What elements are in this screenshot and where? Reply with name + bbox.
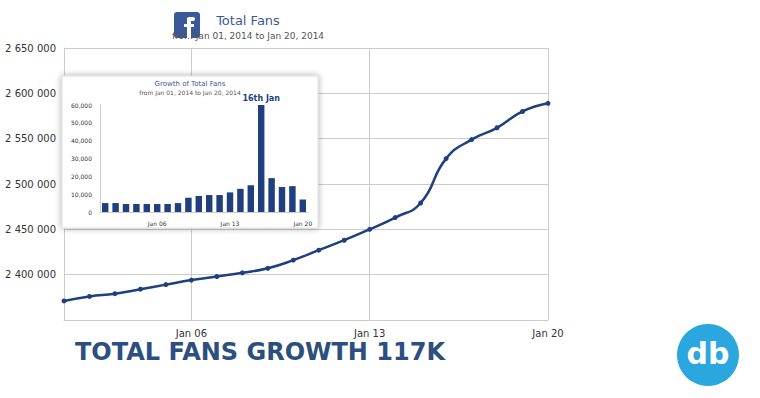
svg-text:2 600 000: 2 600 000	[5, 88, 56, 99]
svg-text:2 450 000: 2 450 000	[5, 224, 56, 235]
svg-text:2 550 000: 2 550 000	[5, 133, 56, 144]
svg-text:2 500 000: 2 500 000	[5, 179, 56, 190]
svg-text:2 650 000: 2 650 000	[5, 43, 56, 54]
svg-text:db: db	[687, 336, 730, 371]
svg-text:Jan 13: Jan 13	[353, 328, 385, 339]
svg-text:50,000: 50,000	[71, 119, 92, 126]
svg-text:16th Jan: 16th Jan	[242, 94, 280, 103]
svg-text:20,000: 20,000	[71, 173, 92, 180]
svg-text:Jan 20: Jan 20	[292, 220, 312, 228]
svg-text:60,000: 60,000	[71, 102, 92, 109]
svg-text:TOTAL FANS GROWTH 117K: TOTAL FANS GROWTH 117K	[75, 338, 446, 366]
svg-text:Jan 06: Jan 06	[147, 220, 167, 228]
svg-text:Growth of Total Fans: Growth of Total Fans	[155, 80, 226, 88]
svg-text:0: 0	[88, 209, 92, 216]
svg-text:10,000: 10,000	[71, 191, 92, 198]
svg-text:Jan 13: Jan 13	[220, 220, 240, 228]
svg-text:Jan 06: Jan 06	[175, 328, 207, 339]
svg-text:40,000: 40,000	[71, 137, 92, 144]
svg-text:from Jan 01, 2014 to Jan 20, 2: from Jan 01, 2014 to Jan 20, 2014	[139, 89, 241, 97]
svg-text:2 400 000: 2 400 000	[5, 269, 56, 280]
svg-text:Jan 20: Jan 20	[531, 328, 563, 339]
svg-text:Total Fans: Total Fans	[215, 13, 280, 28]
svg-text:30,000: 30,000	[71, 155, 92, 162]
svg-text:from Jan 01, 2014 to Jan 20, 2: from Jan 01, 2014 to Jan 20, 2014	[172, 31, 324, 41]
